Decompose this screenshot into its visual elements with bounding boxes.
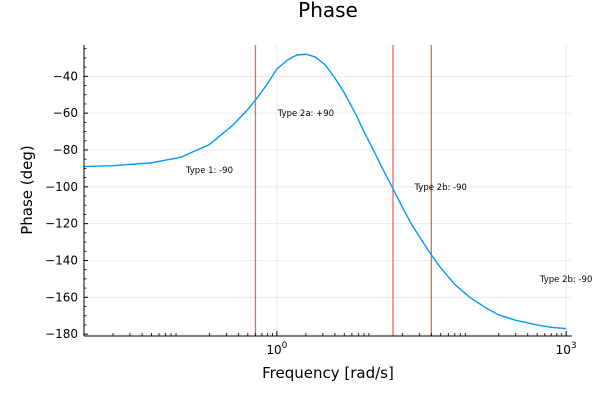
annotation: Type 1: -90 xyxy=(185,166,233,176)
reference-lines xyxy=(254,45,432,336)
x-tick-label-exponent: 3 xyxy=(571,341,577,351)
y-tick-label: −160 xyxy=(45,290,78,304)
y-tick-label: −80 xyxy=(53,143,78,157)
axes xyxy=(83,45,572,337)
x-tick-label: 103 xyxy=(556,341,577,357)
annotation: Type 2b: -90 xyxy=(413,183,466,193)
x-tick-label: 100 xyxy=(266,341,287,357)
x-axis-title: Frequency [rad/s] xyxy=(262,364,394,382)
grid xyxy=(84,45,572,336)
series-layer xyxy=(83,53,567,330)
y-tick-label: −60 xyxy=(53,106,78,120)
x-tick-label-base: 10 xyxy=(266,343,281,357)
x-tick-label-exponent: 0 xyxy=(282,341,288,351)
annotations: Type 1: -90 Type 2a: +90 Type 2b: -90 Type … xyxy=(185,109,592,285)
y-axis-title: Phase (deg) xyxy=(18,145,36,235)
annotation: Type 2b: -90 xyxy=(539,275,592,285)
phase-curve xyxy=(83,53,567,330)
annotation: Type 2a: +90 xyxy=(277,109,334,119)
y-tick-label: −180 xyxy=(45,327,78,341)
y-tick-label: −100 xyxy=(45,180,78,194)
y-tick-label: −120 xyxy=(45,217,78,231)
y-tick-label: −40 xyxy=(53,69,78,83)
y-tick-label: −140 xyxy=(45,253,78,267)
chart-title: Phase xyxy=(298,0,358,22)
x-tick-label-base: 10 xyxy=(556,343,571,357)
